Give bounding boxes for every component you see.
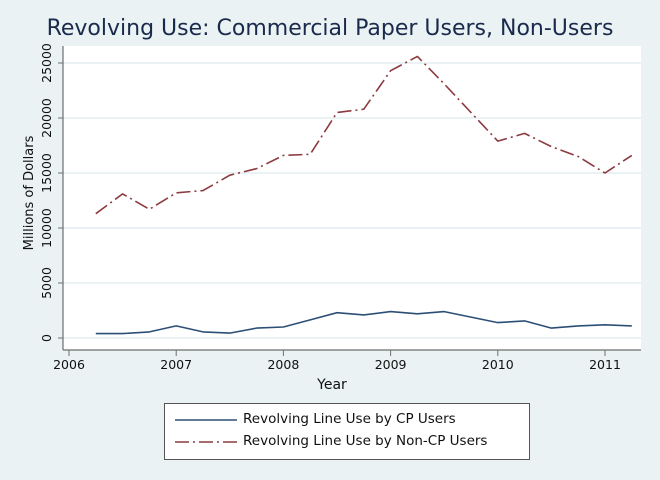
- legend-swatch-solid: [175, 419, 237, 421]
- legend-label: Revolving Line Use by Non-CP Users: [243, 433, 488, 449]
- y-axis-label: Millions of Dollars: [22, 135, 37, 250]
- x-tick-label: 2008: [267, 357, 299, 372]
- y-tick-label: 25000: [39, 43, 54, 83]
- legend: Revolving Line Use by CP Users Revolving…: [164, 403, 530, 460]
- x-tick-label: 2007: [160, 357, 192, 372]
- series-group: [95, 55, 633, 335]
- x-axis-label: Year: [316, 377, 347, 393]
- x-tick-label: 2010: [482, 357, 514, 372]
- legend-item-non-cp-users: Revolving Line Use by Non-CP Users: [165, 433, 529, 453]
- x-tick-label: 2011: [589, 357, 621, 372]
- y-tick-label: 10000: [39, 208, 54, 248]
- x-tick-label: 2009: [375, 357, 407, 372]
- x-tick-label: 2006: [53, 357, 85, 372]
- y-tick-label: 0: [39, 334, 54, 342]
- legend-item-cp-users: Revolving Line Use by CP Users: [165, 411, 529, 431]
- y-tick-label: 5000: [39, 267, 54, 299]
- gridlines: [63, 62, 641, 339]
- axes: 0 5000 10000 15000 20000 25000 2006 2007 2008 200…: [39, 43, 641, 372]
- y-tick-label: 15000: [39, 153, 54, 193]
- legend-swatch-dashdot: [175, 441, 237, 443]
- plot-area: [63, 46, 641, 350]
- chart-title: Revolving Use: Commercial Paper Users, N…: [46, 16, 614, 41]
- y-tick-label: 20000: [39, 98, 54, 138]
- legend-label: Revolving Line Use by CP Users: [243, 411, 456, 427]
